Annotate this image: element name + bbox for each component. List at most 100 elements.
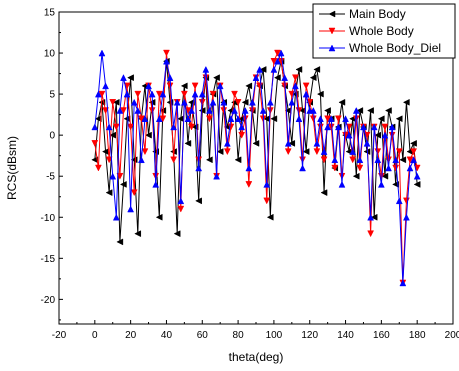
- x-tick-label: 180: [409, 330, 426, 341]
- data-point: [410, 139, 417, 147]
- data-point: [180, 90, 188, 98]
- data-point: [249, 98, 256, 106]
- data-point: [252, 74, 260, 81]
- data-point: [385, 164, 392, 172]
- data-point: [159, 115, 167, 123]
- data-point: [245, 181, 253, 188]
- data-point: [159, 90, 167, 98]
- data-point: [130, 98, 138, 106]
- data-point: [384, 107, 392, 114]
- y-tick-label: 10: [44, 49, 56, 60]
- data-point: [191, 82, 199, 90]
- legend-label: Whole Body: [349, 24, 414, 38]
- data-point: [134, 106, 142, 114]
- data-point: [209, 90, 217, 98]
- data-point: [316, 90, 324, 98]
- data-point: [109, 99, 117, 106]
- data-point: [116, 106, 124, 114]
- data-point: [216, 148, 224, 155]
- data-point: [206, 106, 213, 114]
- data-point: [313, 148, 321, 156]
- data-point: [367, 230, 375, 238]
- data-point: [352, 106, 360, 114]
- data-point: [227, 115, 235, 122]
- data-point: [177, 205, 185, 213]
- data-point: [263, 180, 271, 188]
- series-2: [91, 49, 421, 287]
- data-point: [324, 123, 332, 131]
- data-point: [170, 123, 178, 131]
- data-point: [141, 115, 149, 122]
- data-point: [356, 107, 364, 114]
- y-tick-label: 5: [49, 90, 55, 101]
- x-axis-title: theta(deg): [229, 350, 284, 364]
- data-point: [180, 82, 188, 90]
- data-point: [259, 106, 267, 114]
- data-point: [137, 115, 145, 123]
- data-point: [302, 90, 310, 98]
- x-tick-label: 120: [301, 330, 318, 341]
- data-point: [105, 156, 113, 164]
- data-point: [320, 156, 328, 164]
- y-tick-label: -10: [41, 213, 56, 224]
- data-point: [188, 106, 195, 114]
- data-point: [317, 115, 324, 122]
- data-point: [163, 57, 170, 65]
- data-point: [231, 90, 238, 98]
- data-point: [377, 115, 385, 123]
- data-point: [313, 139, 321, 147]
- x-tick-label: 40: [161, 330, 173, 341]
- data-point: [191, 90, 199, 98]
- data-point: [91, 123, 99, 131]
- data-point: [403, 213, 410, 221]
- x-tick-label: 140: [337, 330, 354, 341]
- y-axis-title: RCS(dBsm): [5, 136, 19, 200]
- x-tick-label: 100: [266, 330, 283, 341]
- data-point: [116, 172, 124, 180]
- data-point: [145, 82, 152, 90]
- data-point: [410, 156, 418, 164]
- data-point: [112, 98, 120, 106]
- data-point: [324, 115, 332, 123]
- data-point: [309, 106, 317, 114]
- data-point: [166, 74, 174, 81]
- data-point: [213, 172, 221, 180]
- legend-label: Main Body: [349, 7, 406, 21]
- y-tick-label: 0: [49, 131, 55, 142]
- data-point: [274, 57, 281, 65]
- data-point: [241, 98, 249, 106]
- data-point: [112, 213, 120, 221]
- data-point: [385, 156, 392, 164]
- data-point: [127, 74, 134, 82]
- data-point: [299, 164, 306, 172]
- data-point: [130, 189, 138, 197]
- data-point: [324, 107, 331, 114]
- data-point: [352, 172, 360, 180]
- data-point: [270, 115, 278, 123]
- data-point: [98, 90, 106, 98]
- data-point: [220, 98, 228, 106]
- data-point: [274, 49, 281, 57]
- data-point: [148, 90, 156, 98]
- legend: Main Body Whole Body Whole Body_Diel: [312, 3, 456, 59]
- data-point: [216, 82, 224, 90]
- data-point: [338, 98, 346, 106]
- data-point: [155, 115, 163, 122]
- data-point: [184, 115, 192, 122]
- data-point: [284, 148, 292, 156]
- data-point: [342, 115, 349, 122]
- x-tick-label: -20: [52, 330, 67, 341]
- data-point: [320, 148, 328, 155]
- data-point: [381, 131, 389, 139]
- data-point: [141, 148, 149, 156]
- series-line: [94, 51, 418, 283]
- data-point: [302, 148, 310, 155]
- data-point: [148, 107, 156, 115]
- data-point: [273, 74, 281, 82]
- x-tick-label: 80: [233, 330, 245, 341]
- data-point: [137, 156, 145, 164]
- data-point: [109, 131, 116, 139]
- data-point: [381, 172, 389, 180]
- data-point: [241, 106, 249, 114]
- data-point: [177, 197, 185, 205]
